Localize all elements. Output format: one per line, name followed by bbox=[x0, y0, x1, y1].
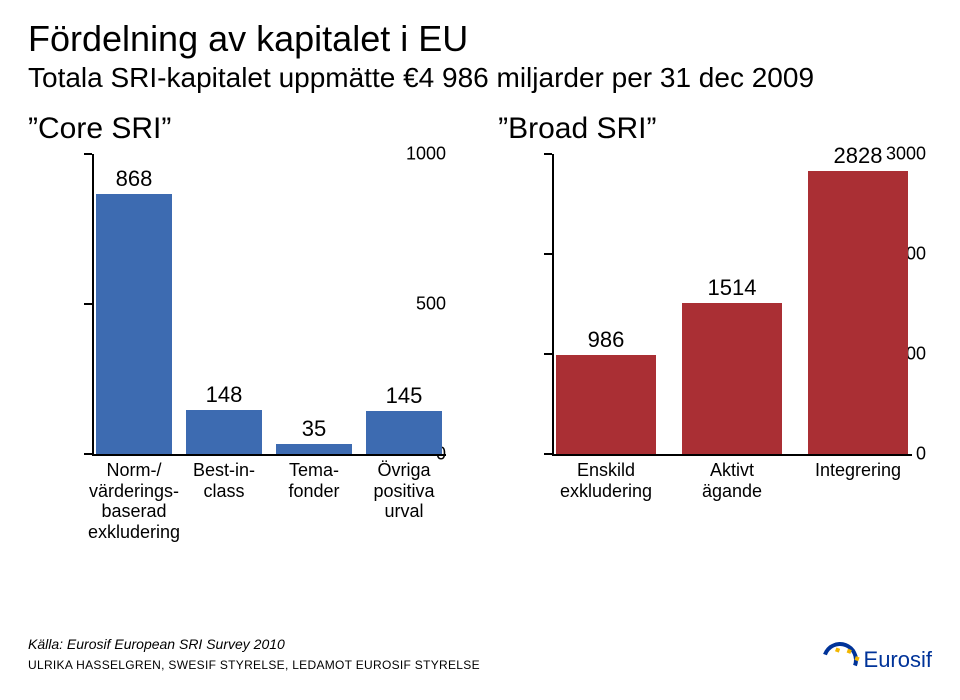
eurosif-logo: Eurosif bbox=[822, 642, 932, 678]
category-label: Tema-fonder bbox=[266, 460, 362, 501]
y-axis-line bbox=[92, 154, 94, 454]
bar-value-label: 868 bbox=[96, 166, 172, 192]
bar-value-label: 145 bbox=[366, 383, 442, 409]
footer-text: ULRIKA HASSELGREN, SWESIF STYRELSE, LEDA… bbox=[28, 658, 480, 672]
bar bbox=[808, 171, 908, 454]
right-chart-title: ”Broad SRI” bbox=[498, 112, 932, 146]
category-label: Norm-/värderings-baseradexkludering bbox=[86, 460, 182, 543]
right-chart: 0100020003000986Enskildexkludering1514Ak… bbox=[488, 154, 928, 564]
charts-row: 05001000868Norm-/värderings-baseradexklu… bbox=[28, 154, 932, 564]
left-chart-title: ”Core SRI” bbox=[28, 112, 462, 146]
page: Fördelning av kapitalet i EU Totala SRI-… bbox=[0, 0, 960, 700]
logo-arc-icon bbox=[816, 636, 864, 684]
category-label: Best-in-class bbox=[176, 460, 272, 501]
y-tick-mark bbox=[544, 453, 552, 455]
y-tick-mark bbox=[84, 453, 92, 455]
logo-stars-icon bbox=[821, 641, 858, 678]
y-tick-mark bbox=[544, 253, 552, 255]
page-subtitle: Totala SRI-kapitalet uppmätte €4 986 mil… bbox=[28, 62, 932, 94]
bar-value-label: 35 bbox=[276, 416, 352, 442]
bar bbox=[96, 194, 172, 454]
y-tick-mark bbox=[544, 153, 552, 155]
x-axis-line bbox=[552, 454, 912, 456]
bar-value-label: 148 bbox=[186, 382, 262, 408]
y-tick-mark bbox=[84, 153, 92, 155]
category-label: Aktivtägande bbox=[672, 460, 792, 501]
category-label: Integrering bbox=[798, 460, 918, 481]
source-text: Källa: Eurosif European SRI Survey 2010 bbox=[28, 636, 285, 652]
category-label: Enskildexkludering bbox=[546, 460, 666, 501]
chart-labels-row: ”Core SRI” ”Broad SRI” bbox=[28, 112, 932, 146]
y-axis-line bbox=[552, 154, 554, 454]
logo-text: Eurosif bbox=[864, 647, 932, 673]
y-tick-mark bbox=[84, 303, 92, 305]
bar bbox=[186, 410, 262, 454]
bar bbox=[366, 411, 442, 455]
bar bbox=[556, 355, 656, 454]
y-tick-label: 1000 bbox=[392, 144, 446, 165]
bar-value-label: 2828 bbox=[808, 143, 908, 169]
bar-value-label: 986 bbox=[556, 327, 656, 353]
page-title: Fördelning av kapitalet i EU bbox=[28, 18, 932, 60]
category-label: Övrigapositivaurval bbox=[356, 460, 452, 522]
bar bbox=[276, 444, 352, 455]
left-chart: 05001000868Norm-/värderings-baseradexklu… bbox=[28, 154, 448, 564]
bar-value-label: 1514 bbox=[682, 275, 782, 301]
y-tick-mark bbox=[544, 353, 552, 355]
bar bbox=[682, 303, 782, 454]
y-tick-label: 500 bbox=[392, 294, 446, 315]
